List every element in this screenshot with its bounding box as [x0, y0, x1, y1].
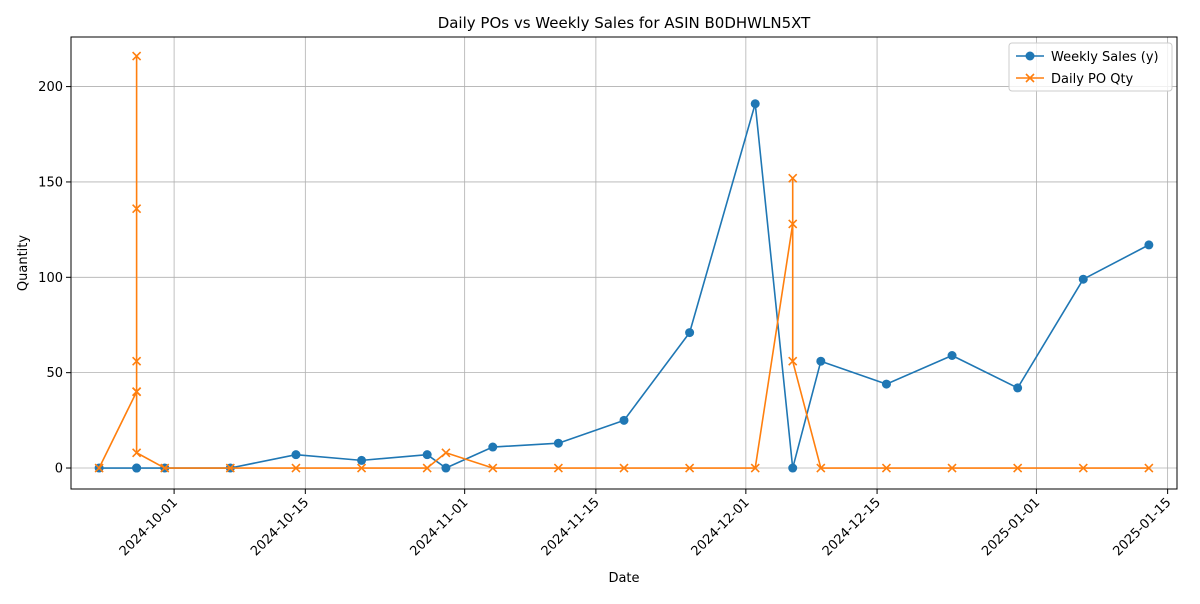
data-point: [947, 463, 957, 473]
data-point: [1013, 463, 1023, 473]
series-line: [99, 102, 1150, 469]
data-point: [488, 463, 498, 473]
y-tick-label: 200: [38, 80, 63, 95]
data-point: [788, 356, 798, 366]
series-daily-po-qty: [94, 51, 1154, 473]
data-point: [947, 350, 957, 360]
data-point: [881, 379, 891, 389]
plot-area-frame: [70, 36, 1178, 490]
data-point: [132, 204, 142, 214]
legend: Weekly Sales (y) Daily PO Qty: [1008, 42, 1173, 92]
y-axis-label: Quantity: [16, 235, 31, 291]
data-point: [553, 438, 563, 448]
data-point: [132, 356, 142, 366]
data-point: [788, 219, 798, 229]
legend-marker-weekly-sales: [1025, 51, 1035, 61]
legend-marker-daily-po: [1025, 73, 1035, 83]
data-point: [1078, 463, 1088, 473]
legend-label-daily-po: Daily PO Qty: [1051, 72, 1134, 87]
data-point: [685, 463, 695, 473]
data-point: [1144, 240, 1154, 250]
data-point: [750, 463, 760, 473]
data-point: [132, 387, 142, 397]
data-point: [160, 463, 170, 473]
y-tick-label: 50: [46, 366, 63, 381]
data-point: [788, 463, 798, 473]
data-point: [816, 356, 826, 366]
legend-box: [1008, 42, 1173, 92]
data-point: [816, 463, 826, 473]
data-point: [685, 328, 695, 338]
y-tick-label: 100: [38, 271, 63, 286]
data-point: [1078, 274, 1088, 284]
data-point: [553, 463, 563, 473]
data-point: [1013, 383, 1023, 393]
data-point: [422, 450, 432, 460]
data-point: [619, 463, 629, 473]
data-point: [94, 463, 104, 473]
data-point: [225, 463, 235, 473]
data-point: [291, 450, 301, 460]
grid-lines: [71, 37, 1177, 489]
data-point: [1144, 463, 1154, 473]
series-layer: [94, 51, 1154, 473]
y-tick-label: 0: [55, 462, 63, 477]
y-tick-label: 150: [38, 175, 63, 190]
x-axis-label: Date: [608, 571, 639, 586]
data-point: [357, 455, 367, 465]
data-point: [441, 463, 451, 473]
data-point: [132, 51, 142, 61]
data-point: [422, 463, 432, 473]
data-point: [881, 463, 892, 473]
data-point: [619, 415, 629, 425]
data-point: [132, 448, 142, 458]
chart-title: Daily POs vs Weekly Sales for ASIN B0DHW…: [438, 14, 811, 32]
data-point: [441, 448, 451, 458]
data-point: [132, 463, 142, 473]
data-point: [750, 99, 760, 109]
legend-label-weekly-sales: Weekly Sales (y): [1051, 50, 1159, 65]
data-point: [356, 463, 367, 473]
data-point: [291, 463, 301, 473]
data-point: [788, 173, 798, 183]
data-point: [488, 442, 498, 452]
